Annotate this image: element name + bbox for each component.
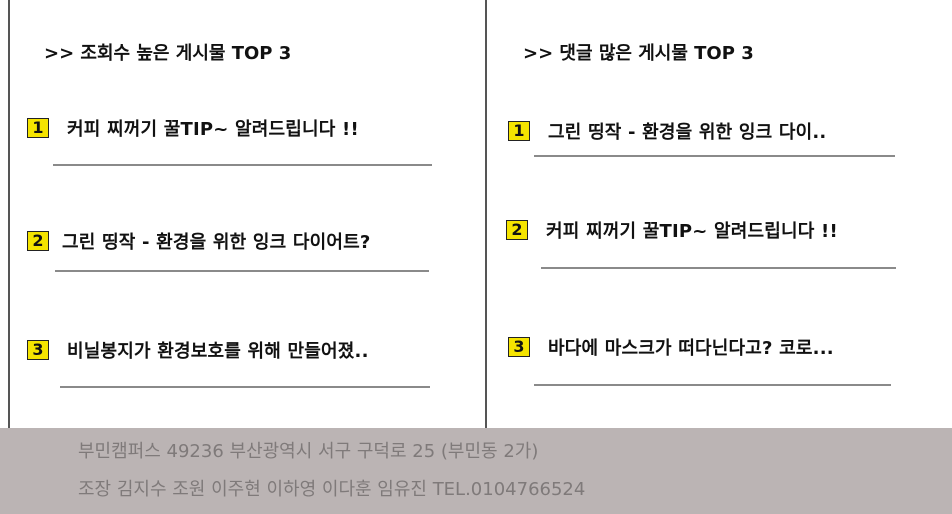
item-underline: [53, 164, 432, 166]
site-footer: 부민캠퍼스 49236 부산광역시 서구 구덕로 25 (부민동 2가) 조장 …: [0, 428, 952, 514]
most-viewed-item-2[interactable]: 2 그린 띵작 - 환경을 위한 잉크 다이어트?: [27, 228, 371, 254]
most-commented-title: >> 댓글 많은 게시물 TOP 3: [523, 43, 754, 64]
item-underline: [541, 267, 896, 269]
most-viewed-item-3[interactable]: 3 비닐봉지가 환경보호를 위해 만들어졌..: [27, 337, 369, 363]
most-viewed-title: >> 조회수 높은 게시물 TOP 3: [44, 43, 292, 64]
rank-badge: 2: [27, 231, 49, 251]
post-title-link[interactable]: 그린 띵작 - 환경을 위한 잉크 다이..: [548, 122, 827, 143]
most-commented-panel: >> 댓글 많은 게시물 TOP 3 1 그린 띵작 - 환경을 위한 잉크 다…: [486, 0, 952, 428]
left-border: [8, 0, 10, 428]
footer-members-contact: 조장 김지수 조원 이주현 이하영 이다훈 임유진 TEL.0104766524: [78, 479, 586, 500]
item-underline: [55, 270, 429, 272]
most-viewed-item-1[interactable]: 1 커피 찌꺼기 꿀TIP~ 알려드립니다 !!: [27, 115, 359, 141]
post-title-link[interactable]: 바다에 마스크가 떠다닌다고? 코로...: [548, 338, 834, 359]
rank-badge: 1: [508, 121, 530, 141]
most-commented-item-1[interactable]: 1 그린 띵작 - 환경을 위한 잉크 다이..: [508, 118, 826, 144]
most-commented-item-2[interactable]: 2 커피 찌꺼기 꿀TIP~ 알려드립니다 !!: [506, 217, 838, 243]
most-commented-item-3[interactable]: 3 바다에 마스크가 떠다닌다고? 코로...: [508, 334, 834, 360]
post-title-link[interactable]: 비닐봉지가 환경보호를 위해 만들어졌..: [67, 341, 369, 362]
post-title-link[interactable]: 커피 찌꺼기 꿀TIP~ 알려드립니다 !!: [67, 119, 359, 140]
panel-divider: [485, 0, 487, 428]
item-underline: [534, 155, 895, 157]
item-underline: [60, 386, 430, 388]
most-viewed-panel: >> 조회수 높은 게시물 TOP 3 1 커피 찌꺼기 꿀TIP~ 알려드립니…: [0, 0, 486, 428]
rank-badge: 3: [508, 337, 530, 357]
post-title-link[interactable]: 커피 찌꺼기 꿀TIP~ 알려드립니다 !!: [546, 221, 838, 242]
rank-badge: 1: [27, 118, 49, 138]
rank-badge: 2: [506, 220, 528, 240]
rank-badge: 3: [27, 340, 49, 360]
footer-address: 부민캠퍼스 49236 부산광역시 서구 구덕로 25 (부민동 2가): [78, 441, 539, 462]
post-title-link[interactable]: 그린 띵작 - 환경을 위한 잉크 다이어트?: [62, 232, 371, 253]
item-underline: [534, 384, 891, 386]
